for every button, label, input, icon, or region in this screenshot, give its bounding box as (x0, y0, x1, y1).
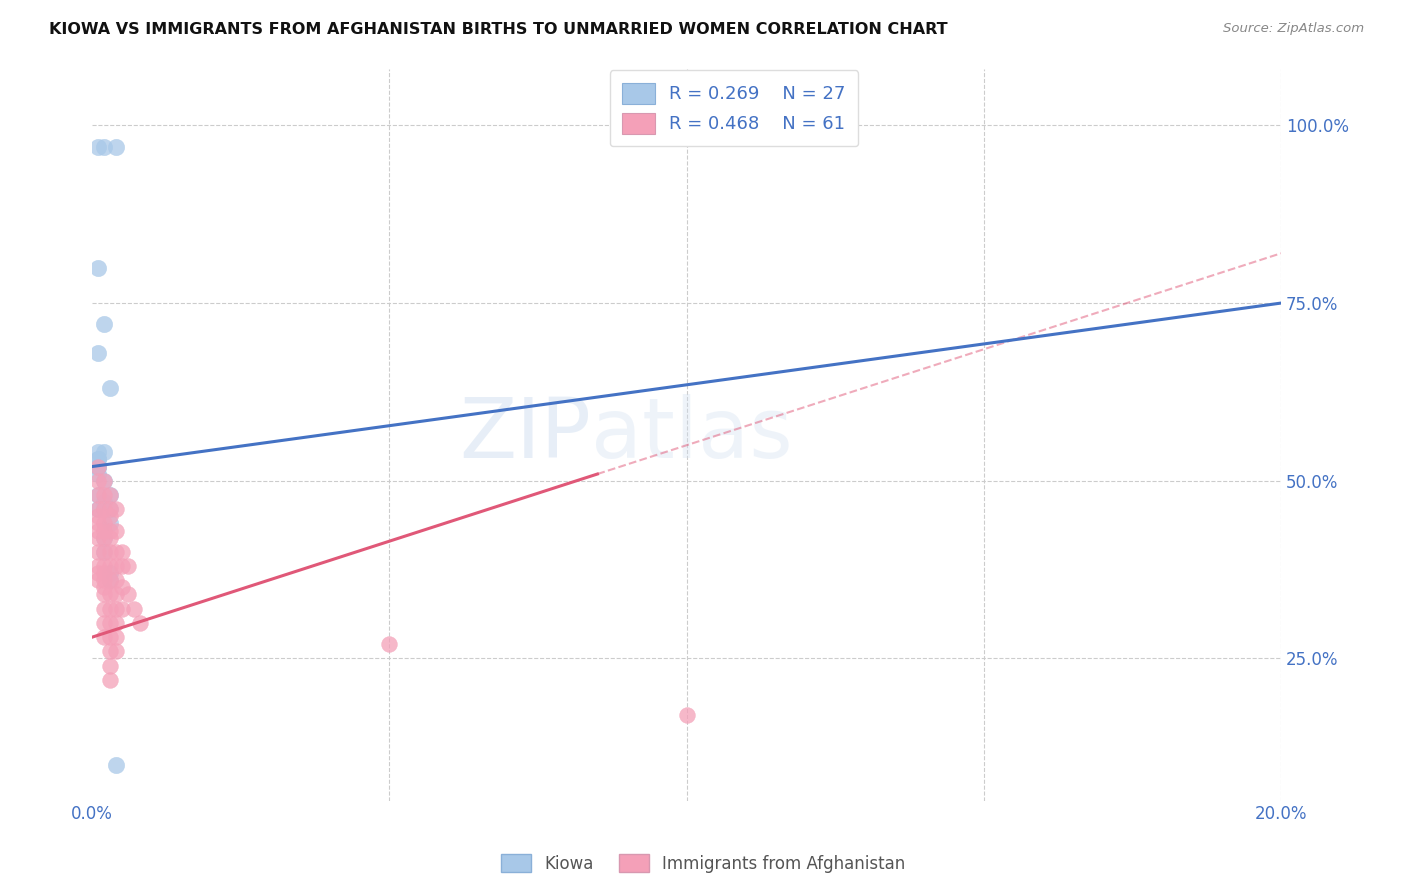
Point (93, 516, 115, 531)
Point (98, 673, 121, 687)
Point (87, 452, 110, 467)
Point (98, 381, 121, 395)
Point (93, 318, 115, 332)
Point (93, 495, 115, 509)
Point (98, 644, 121, 658)
Point (93, 601, 115, 615)
Point (675, 708, 697, 723)
Point (111, 559, 134, 574)
Point (93, 488, 115, 502)
Point (93, 574, 115, 588)
Point (98, 524, 121, 538)
Point (104, 139, 127, 153)
Point (98, 488, 121, 502)
Legend: Kiowa, Immigrants from Afghanistan: Kiowa, Immigrants from Afghanistan (494, 847, 912, 880)
Point (117, 587, 139, 601)
Point (87, 452, 110, 467)
Point (93, 524, 115, 538)
Point (378, 637, 401, 651)
Point (87, 139, 110, 153)
Text: ZIP: ZIP (460, 394, 592, 475)
Point (93, 474, 115, 488)
Point (87, 459, 110, 474)
Text: KIOWA VS IMMIGRANTS FROM AFGHANISTAN BIRTHS TO UNMARRIED WOMEN CORRELATION CHART: KIOWA VS IMMIGRANTS FROM AFGHANISTAN BIR… (49, 22, 948, 37)
Point (98, 574, 121, 588)
Point (87, 531, 110, 545)
Point (87, 260, 110, 275)
Text: atlas: atlas (592, 394, 793, 475)
Point (98, 574, 121, 588)
Point (122, 601, 145, 615)
Point (104, 601, 127, 615)
Point (104, 524, 127, 538)
Point (98, 488, 121, 502)
Point (104, 615, 127, 630)
Point (87, 474, 110, 488)
Point (93, 587, 115, 601)
Point (93, 559, 115, 574)
Point (104, 587, 127, 601)
Point (98, 601, 121, 615)
Point (93, 630, 115, 644)
Point (93, 566, 115, 581)
Point (87, 516, 110, 531)
Point (87, 502, 110, 516)
Point (93, 531, 115, 545)
Point (98, 509, 121, 524)
Point (87, 566, 110, 581)
Point (87, 459, 110, 474)
Point (98, 502, 121, 516)
Point (98, 531, 121, 545)
Point (104, 502, 127, 516)
Point (98, 587, 121, 601)
Point (93, 445, 115, 459)
Point (87, 574, 110, 588)
Point (93, 474, 115, 488)
Point (87, 346, 110, 360)
Point (104, 574, 127, 588)
Point (104, 559, 127, 574)
Point (87, 488, 110, 502)
Point (98, 615, 121, 630)
Point (87, 459, 110, 474)
Point (111, 601, 134, 615)
Point (98, 566, 121, 581)
Point (93, 502, 115, 516)
Text: Source: ZipAtlas.com: Source: ZipAtlas.com (1223, 22, 1364, 36)
Point (104, 545, 127, 559)
Point (93, 531, 115, 545)
Point (87, 502, 110, 516)
Point (117, 559, 139, 574)
Point (104, 758, 127, 772)
Point (87, 559, 110, 574)
Point (87, 467, 110, 481)
Point (98, 502, 121, 516)
Point (98, 516, 121, 531)
Point (104, 644, 127, 658)
Point (98, 658, 121, 673)
Point (93, 545, 115, 559)
Point (87, 545, 110, 559)
Point (111, 545, 134, 559)
Point (98, 545, 121, 559)
Point (93, 139, 115, 153)
Point (87, 509, 110, 524)
Point (93, 545, 115, 559)
Point (98, 559, 121, 574)
Point (93, 615, 115, 630)
Point (111, 581, 134, 595)
Point (93, 581, 115, 595)
Point (87, 445, 110, 459)
Point (87, 524, 110, 538)
Point (98, 630, 121, 644)
Point (104, 630, 127, 644)
Point (93, 502, 115, 516)
Legend: R = 0.269    N = 27, R = 0.468    N = 61: R = 0.269 N = 27, R = 0.468 N = 61 (610, 70, 859, 146)
Point (87, 488, 110, 502)
Point (128, 615, 150, 630)
